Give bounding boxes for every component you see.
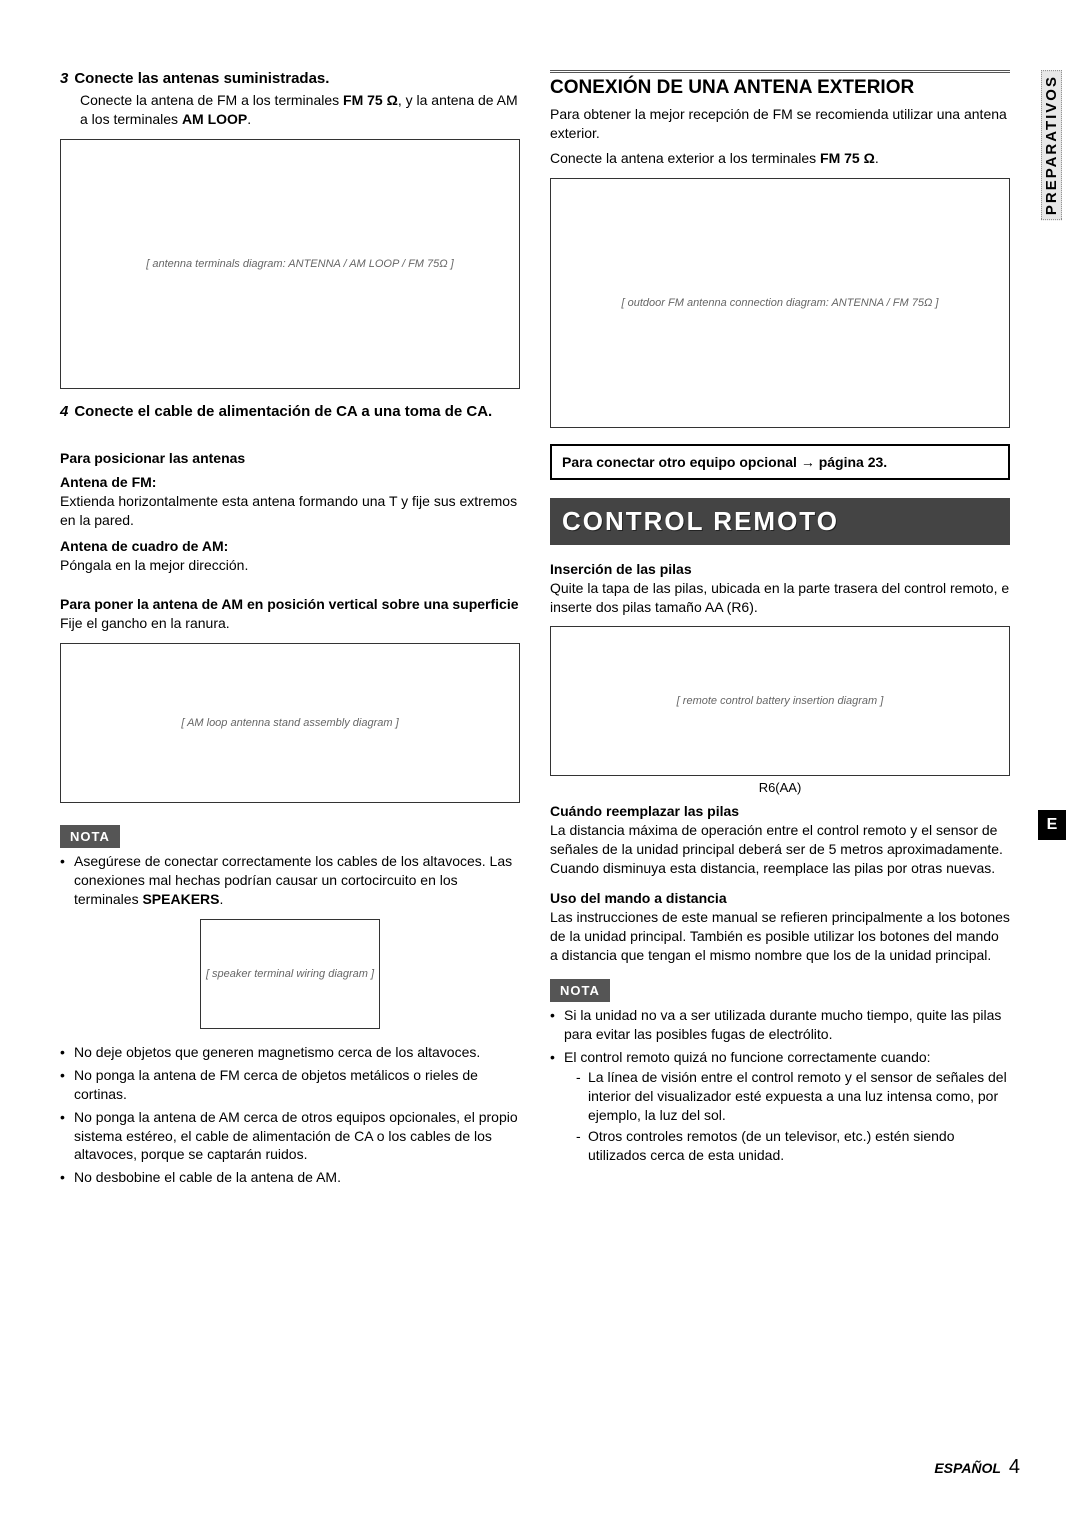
nota-list-left-cont: No deje objetos que generen magnetismo c… [60,1043,520,1187]
fm-antenna-body: Extienda horizontalmente esta antena for… [60,492,520,530]
side-tab-e: E [1038,810,1066,840]
outdoor-antenna-diagram: [ outdoor FM antenna connection diagram:… [550,178,1010,428]
nota-left-item: No deje objetos que generen magnetismo c… [60,1043,520,1062]
control-remoto-band: CONTROL REMOTO [550,498,1010,545]
fm-antenna-heading: Antena de FM: [60,474,520,490]
exterior-antenna-p1: Para obtener la mejor recepción de FM se… [550,105,1010,143]
nota-right-subitem: La línea de visión entre el control remo… [576,1068,1010,1125]
positioning-heading: Para posicionar las antenas [60,450,520,466]
battery-insert-heading: Inserción de las pilas [550,561,1010,577]
side-tab-preparativos: PREPARATIVOS [1041,70,1062,220]
nota-label-left: NOTA [60,825,120,848]
remote-use-body: Las instrucciones de este manual se refi… [550,908,1010,965]
nota-right-item: El control remoto quizá no funcione corr… [550,1048,1010,1165]
nota-left-item: Asegúrese de conectar correctamente los … [60,852,520,909]
page-footer: ESPAÑOL 4 [934,1456,1020,1479]
footer-language: ESPAÑOL [934,1460,1001,1476]
nota-left-item: No ponga la antena de AM cerca de otros … [60,1108,520,1165]
exterior-antenna-p2: Conecte la antena exterior a los termina… [550,149,1010,168]
nota-right-sublist: La línea de visión entre el control remo… [564,1068,1010,1164]
right-column: CONEXIÓN DE UNA ANTENA EXTERIOR Para obt… [550,70,1010,1191]
am-vertical-heading: Para poner la antena de AM en posición v… [60,596,520,612]
step3-title: Conecte las antenas suministradas. [74,70,329,87]
step3-number: 3 [60,70,68,87]
battery-insert-body: Quite la tapa de las pilas, ubicada en l… [550,579,1010,617]
nota-right-item-text: El control remoto quizá no funcione corr… [564,1049,931,1065]
page-columns: 3 Conecte las antenas suministradas. Con… [60,70,1040,1191]
nota-list-right: Si la unidad no va a ser utilizada duran… [550,1006,1010,1165]
nota-list-left: Asegúrese de conectar correctamente los … [60,852,520,909]
optional-equipment-callout: Para conectar otro equipo opcional → pág… [550,444,1010,480]
antenna-terminals-diagram: [ antenna terminals diagram: ANTENNA / A… [60,139,520,389]
remote-use-heading: Uso del mando a distancia [550,890,1010,906]
battery-fig-caption: R6(AA) [550,780,1010,795]
am-vertical-body: Fije el gancho en la ranura. [60,614,520,633]
step3-heading: 3 Conecte las antenas suministradas. [60,70,520,87]
am-loop-stand-diagram: [ AM loop antenna stand assembly diagram… [60,643,520,803]
battery-replace-heading: Cuándo reemplazar las pilas [550,803,1010,819]
speaker-wiring-diagram: [ speaker terminal wiring diagram ] [200,919,380,1029]
nota-right-subitem: Otros controles remotos (de un televisor… [576,1127,1010,1165]
am-antenna-body: Póngala en la mejor dirección. [60,556,520,575]
step4-title: Conecte el cable de alimentación de CA a… [74,403,492,420]
battery-replace-body: La distancia máxima de operación entre e… [550,821,1010,878]
nota-left-item: No ponga la antena de FM cerca de objeto… [60,1066,520,1104]
left-column: 3 Conecte las antenas suministradas. Con… [60,70,520,1191]
footer-page-number: 4 [1009,1456,1020,1478]
nota-label-right: NOTA [550,979,610,1002]
nota-right-item: Si la unidad no va a ser utilizada duran… [550,1006,1010,1044]
am-antenna-heading: Antena de cuadro de AM: [60,538,520,554]
step4-number: 4 [60,403,68,420]
step4-heading: 4 Conecte el cable de alimentación de CA… [60,403,520,420]
step3-body: Conecte la antena de FM a los terminales… [60,91,520,129]
battery-insert-diagram: [ remote control battery insertion diagr… [550,626,1010,776]
nota-left-item: No desbobine el cable de la antena de AM… [60,1168,520,1187]
exterior-antenna-title: CONEXIÓN DE UNA ANTENA EXTERIOR [550,70,1010,99]
